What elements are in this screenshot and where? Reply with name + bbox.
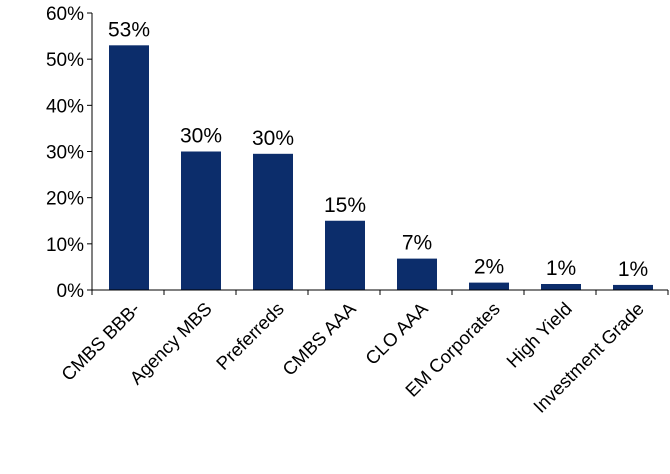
y-tick-label: 0%: [57, 281, 85, 302]
y-tick-label: 50%: [46, 50, 84, 71]
y-tick-label: 60%: [46, 4, 84, 25]
data-label: 30%: [252, 127, 294, 150]
bar: [541, 283, 581, 290]
data-label: 7%: [402, 232, 432, 255]
category-label: CMBS AAA: [278, 298, 360, 380]
bars: [109, 45, 653, 290]
bar: [325, 220, 365, 290]
data-label: 15%: [324, 194, 366, 217]
bar: [109, 45, 149, 290]
data-label: 1%: [618, 258, 648, 281]
bar: [469, 282, 509, 290]
category-label: High Yield: [502, 298, 576, 372]
y-tick-label: 10%: [46, 235, 84, 256]
y-tick-label: 20%: [46, 189, 84, 210]
bar: [253, 153, 293, 290]
bar: [181, 151, 221, 290]
y-tick-label: 30%: [46, 143, 84, 164]
y-axis: 0% 10% 20% 30% 40% 50% 60%: [46, 4, 93, 302]
category-label: CLO AAA: [361, 298, 432, 369]
bar: [397, 258, 437, 290]
data-label: 1%: [546, 257, 576, 280]
data-label: 2%: [474, 256, 504, 279]
category-label: Preferreds: [212, 298, 288, 374]
bar: [613, 284, 653, 290]
data-label: 30%: [180, 125, 222, 148]
data-label: 53%: [108, 18, 150, 41]
data-labels: 53% 30% 30% 15% 7% 2% 1% 1%: [108, 18, 648, 281]
y-tick-label: 40%: [46, 96, 84, 117]
